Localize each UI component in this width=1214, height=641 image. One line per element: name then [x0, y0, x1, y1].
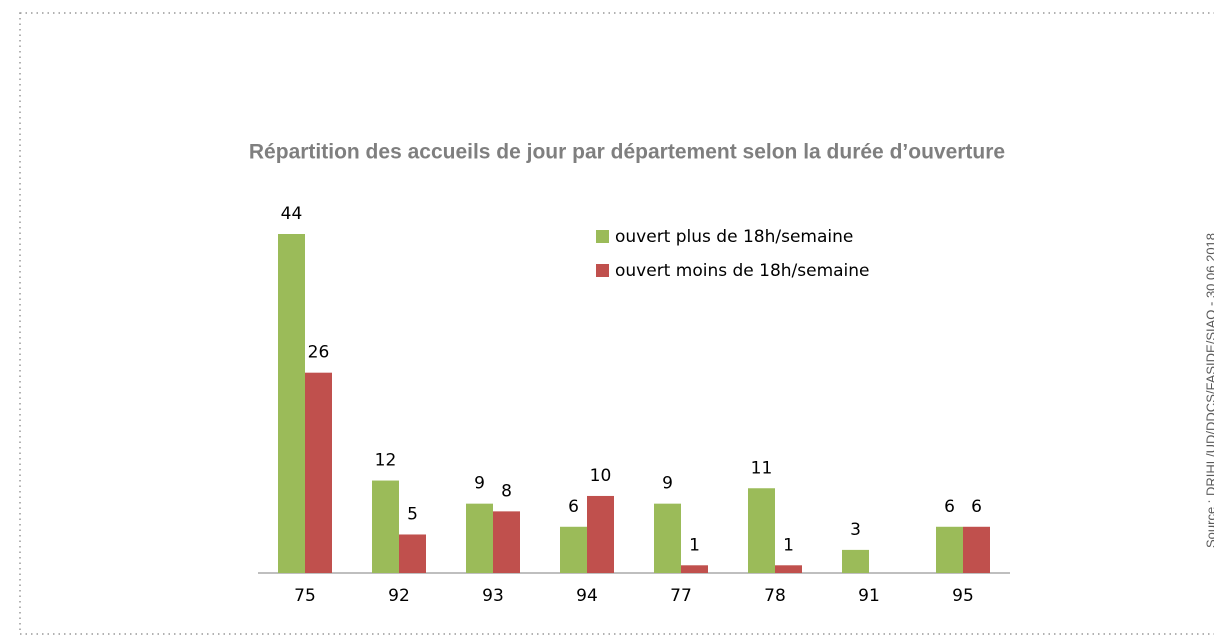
data-label: 6	[971, 497, 982, 517]
data-label: 9	[662, 474, 673, 494]
data-label: 8	[501, 481, 512, 501]
bar	[681, 565, 708, 573]
bar	[560, 526, 587, 573]
bar	[493, 511, 520, 573]
x-tick-label: 75	[294, 586, 316, 606]
bar	[654, 503, 681, 573]
data-label: 1	[689, 535, 700, 555]
x-tick-label: 91	[858, 586, 880, 606]
bar	[466, 503, 493, 573]
x-tick-label: 77	[670, 586, 692, 606]
data-label: 9	[474, 474, 485, 494]
data-label: 5	[407, 504, 418, 524]
legend-swatch	[596, 264, 609, 277]
bar	[936, 526, 963, 573]
bar	[842, 549, 869, 573]
bar	[963, 526, 990, 573]
bar	[775, 565, 802, 573]
data-label: 26	[308, 343, 330, 363]
data-label: 44	[281, 204, 303, 224]
bar	[305, 372, 332, 573]
bar	[399, 534, 426, 573]
data-label: 11	[751, 458, 773, 478]
bar	[278, 234, 305, 573]
data-label: 1	[783, 535, 794, 555]
data-label: 6	[568, 497, 579, 517]
x-tick-label: 94	[576, 586, 598, 606]
data-label: 10	[590, 466, 612, 486]
data-label: 12	[375, 451, 397, 471]
x-tick-label: 95	[952, 586, 974, 606]
bar	[587, 495, 614, 573]
legend-swatch	[596, 230, 609, 243]
x-tick-label: 92	[388, 586, 410, 606]
x-tick-label: 78	[764, 586, 786, 606]
frame	[19, 12, 1214, 635]
data-label: 3	[850, 520, 861, 540]
bar	[372, 480, 399, 573]
legend-label: ouvert plus de 18h/semaine	[615, 227, 853, 247]
chart-title: Répartition des accueils de jour par dép…	[249, 141, 1005, 164]
x-tick-label: 93	[482, 586, 504, 606]
legend-label: ouvert moins de 18h/semaine	[615, 261, 870, 281]
data-label: 6	[944, 497, 955, 517]
source: Source : DRIHL/UD/DDCS/FASIDE/SIAO - 30.…	[1203, 233, 1214, 548]
bar	[748, 488, 775, 573]
